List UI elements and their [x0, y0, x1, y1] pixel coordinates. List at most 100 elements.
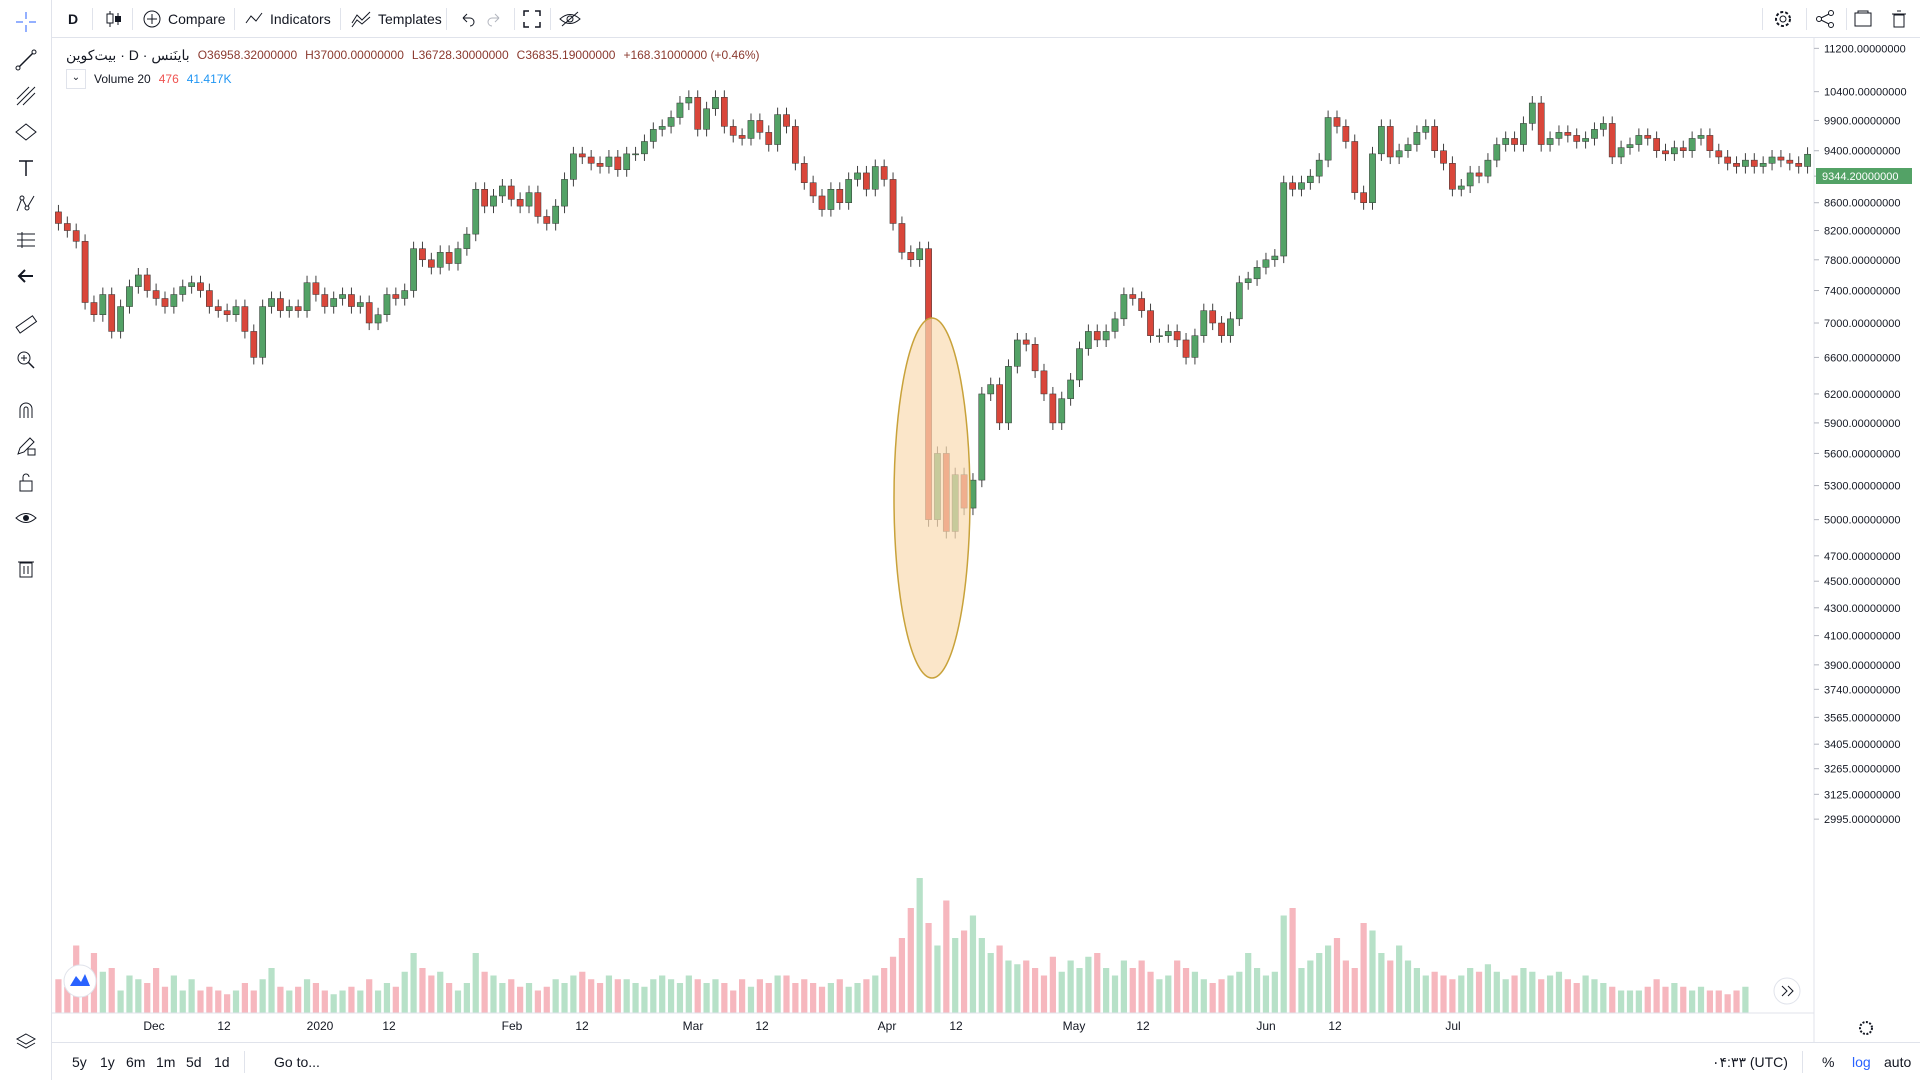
candle-body	[1342, 126, 1350, 142]
share-icon	[1816, 10, 1834, 28]
price-tick-label: 4100.00000000	[1824, 631, 1900, 643]
volume-bar	[126, 975, 133, 1013]
undo-button[interactable]	[458, 0, 476, 38]
candle-body	[596, 163, 604, 167]
range-6m[interactable]: 6m	[126, 1054, 146, 1070]
screenshot-button[interactable]	[1852, 0, 1874, 38]
volume-title: Volume 20	[94, 72, 151, 86]
price-chart[interactable]: 11200.00000000 10400.00000000 9900.0000000…	[52, 38, 1920, 1042]
volume-bar	[1467, 968, 1474, 1013]
volume-bar	[286, 990, 293, 1013]
text-tool[interactable]	[12, 154, 40, 182]
toolbar-divider	[340, 8, 341, 30]
compare-button[interactable]: Compare	[142, 0, 226, 38]
candle-body	[1484, 159, 1492, 177]
volume-bar	[650, 979, 657, 1013]
indicators-button[interactable]: Indicators	[244, 0, 331, 38]
volume-bar	[1458, 975, 1465, 1013]
crosshair-tool[interactable]	[12, 8, 40, 36]
volume-bar	[543, 986, 550, 1013]
candle-body	[1271, 255, 1279, 261]
candle-body	[1005, 366, 1012, 424]
volume-bar	[1387, 960, 1394, 1013]
volume-bar	[197, 990, 204, 1013]
candle-body	[330, 298, 338, 307]
candle-body	[1306, 175, 1314, 183]
volume-bar	[303, 979, 311, 1013]
shape-tool[interactable]	[12, 118, 40, 146]
zoom-tool[interactable]	[12, 346, 40, 374]
volume-bar	[1094, 953, 1101, 1013]
measure-tool[interactable]	[12, 310, 40, 338]
price-tick-label: 5300.00000000	[1824, 481, 1900, 493]
trash-icon	[18, 561, 34, 578]
candle-body	[712, 97, 719, 110]
trendline-tool[interactable]	[12, 46, 40, 74]
candle-body	[1386, 126, 1394, 158]
lock-drawing-tool[interactable]	[12, 432, 40, 460]
scroll-right-button[interactable]	[1773, 977, 1801, 1005]
auto-toggle[interactable]: auto	[1884, 1054, 1912, 1070]
candles-icon	[106, 11, 121, 27]
templates-button[interactable]: Templates	[350, 0, 442, 38]
back-tool[interactable]	[12, 262, 40, 290]
range-1y[interactable]: 1y	[100, 1054, 115, 1070]
candle-body	[1315, 159, 1323, 177]
last-price-label: 9344.20000000	[1822, 171, 1898, 183]
volume-bar	[81, 983, 89, 1013]
pattern-tool[interactable]	[12, 190, 40, 218]
indicators-label: Indicators	[270, 11, 331, 27]
timezone-label[interactable]: ۰۴:۳۳ (UTC)	[1712, 1053, 1788, 1070]
volume-bar	[206, 986, 213, 1013]
volume-bar	[1200, 979, 1207, 1013]
chart-style-button[interactable]	[104, 0, 124, 38]
share-button[interactable]	[1814, 0, 1836, 38]
tradingview-logo[interactable]	[63, 964, 97, 998]
chart-settings-button[interactable]	[1859, 1021, 1873, 1035]
hide-tool[interactable]	[12, 504, 40, 532]
prediction-tool[interactable]	[12, 226, 40, 254]
object-tree-tool[interactable]	[12, 1028, 40, 1056]
volume-bar	[1129, 968, 1136, 1013]
volume-bar	[552, 979, 559, 1013]
lock-all-tool[interactable]	[12, 468, 40, 496]
candle-body	[507, 185, 515, 200]
volume-bar	[1165, 975, 1172, 1013]
range-1d[interactable]: 1d	[214, 1054, 230, 1070]
volume-bar	[1440, 975, 1447, 1013]
time-tick-label: 12	[1136, 1019, 1150, 1033]
range-1m[interactable]: 1m	[156, 1054, 176, 1070]
volume-bar	[1689, 990, 1696, 1013]
highlight-ellipse[interactable]	[893, 317, 971, 679]
remove-drawings-tool[interactable]	[12, 554, 40, 582]
candle-body	[392, 294, 400, 299]
percent-toggle[interactable]: %	[1822, 1054, 1835, 1070]
price-tick-label: 11200.00000000	[1824, 43, 1906, 55]
volume-bar	[721, 983, 728, 1013]
volume-bar	[872, 975, 879, 1013]
candle-body	[1129, 294, 1137, 299]
candle-body	[1093, 331, 1101, 341]
log-toggle[interactable]: log	[1852, 1054, 1871, 1070]
time-tick-label: Feb	[502, 1019, 523, 1033]
interval-button[interactable]: D	[68, 11, 79, 27]
magnet-tool[interactable]	[12, 396, 40, 424]
volume-bar	[943, 900, 950, 1013]
delete-button[interactable]	[1890, 0, 1908, 38]
range-5y[interactable]: 5y	[72, 1054, 87, 1070]
volume-bar	[614, 979, 621, 1013]
candle-body	[658, 126, 666, 130]
collapse-legend-button[interactable]: ⌄	[66, 69, 86, 89]
symbol-title[interactable]: بیت‌کوین · D · باینَنس	[66, 46, 190, 63]
redo-button[interactable]	[486, 0, 504, 38]
volume-bar	[517, 986, 524, 1013]
goto-button[interactable]: Go to...	[274, 1054, 320, 1070]
candle-body	[1280, 182, 1288, 257]
fullscreen-button[interactable]	[522, 0, 542, 38]
range-5d[interactable]: 5d	[186, 1054, 202, 1070]
settings-button[interactable]	[1772, 0, 1794, 38]
candle-body	[285, 306, 293, 311]
fib-tool[interactable]	[12, 82, 40, 110]
candle-body	[1351, 141, 1359, 193]
hide-drawings-button[interactable]	[558, 0, 582, 38]
